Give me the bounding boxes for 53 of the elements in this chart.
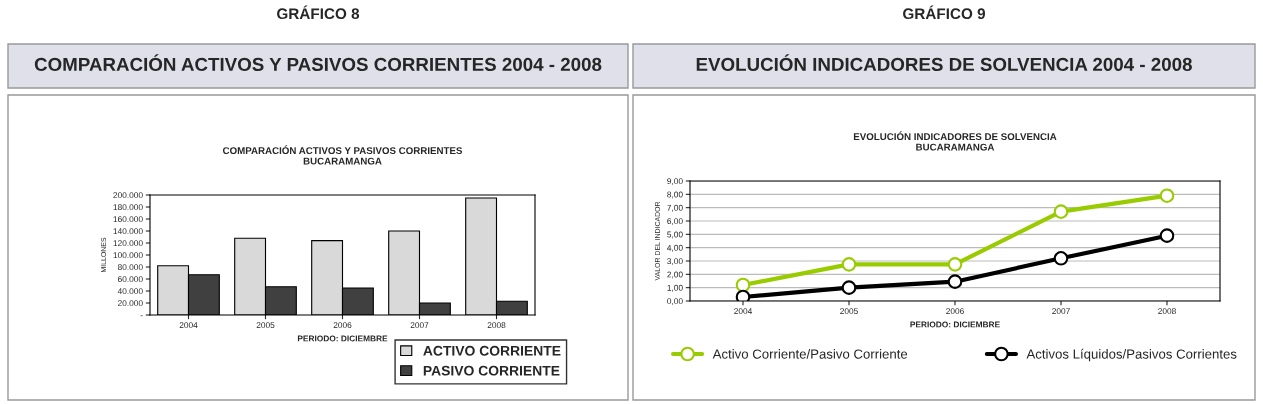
x-tick-label: 2004 — [179, 322, 198, 329]
x-axis-title: PERIODO: DICIEMBRE — [297, 335, 388, 342]
text: GRÁFICO 9 — [903, 5, 986, 20]
x-tick-label: 2005 — [256, 322, 275, 329]
point — [947, 257, 963, 272]
x-tick-label: 2008 — [487, 322, 506, 329]
chart-subtitle: COMPARACIÓN ACTIVOS Y PASIVOS CORRIENTES BUCARAMANGA — [222, 145, 463, 165]
point — [841, 257, 857, 272]
point — [1159, 228, 1175, 243]
y-tick-label: 9,00 — [667, 178, 683, 186]
point — [1159, 188, 1175, 203]
x-tick-label: 2007 — [410, 322, 429, 329]
x-tick-label: 2006 — [946, 308, 964, 315]
y-tick-label: 3,00 — [667, 258, 683, 266]
y-tick-label: 0,00 — [667, 298, 683, 306]
point — [735, 289, 751, 301]
y-tick-label: 140.000 — [113, 228, 143, 235]
text: GRÁFICO 8 — [277, 5, 360, 20]
x-tick-label: 2005 — [840, 308, 858, 315]
y-tick-label: 4,00 — [667, 244, 683, 252]
legend-label: PASIVO CORRIENTE — [423, 365, 560, 376]
x-tick-label: 2004 — [734, 308, 753, 315]
y-tick-label: 6,00 — [667, 218, 683, 226]
y-tick-label: 5,00 — [667, 231, 683, 239]
chart-title: COMPARACIÓN ACTIVOS Y PASIVOS CORRIENTES 2004 - 2008 — [34, 54, 602, 72]
y-tick-label: - — [140, 315, 143, 317]
point — [1053, 204, 1069, 219]
y-tick-label: 180.000 — [113, 204, 143, 211]
point — [947, 274, 963, 289]
x-tick-label: 2006 — [333, 322, 352, 329]
y-tick-label: 100.000 — [113, 252, 143, 259]
point — [1053, 251, 1069, 266]
point — [735, 277, 751, 293]
y-tick-label: 2,00 — [667, 271, 683, 279]
chart-subtitle: EVOLUCIÓN INDICADORES DE SOLVENCIA BUCARAMANGA — [853, 131, 1057, 151]
legend-label: Activo Corriente/Pasivo Corriente — [712, 349, 908, 359]
chart-title: EVOLUCIÓN INDICADORES DE SOLVENCIA 2004 - 2008 — [696, 54, 1192, 72]
x-tick-label: 2008 — [1158, 308, 1176, 315]
y-tick-label: 7,00 — [667, 204, 683, 212]
point — [841, 280, 857, 295]
y-tick-label: 8,00 — [667, 191, 683, 199]
y-tick-label: 160.000 — [113, 216, 143, 223]
x-tick-label: 2007 — [1052, 308, 1070, 315]
legend-label: ACTIVO CORRIENTE — [423, 345, 561, 356]
y-tick-label: 1,00 — [667, 284, 683, 292]
x-axis-title: PERIODO: DICIEMBRE — [910, 321, 1000, 328]
y-tick-label: 20.000 — [117, 300, 143, 307]
y-tick-label: 80.000 — [117, 264, 143, 271]
y-tick-label: 200.000 — [113, 192, 143, 199]
y-tick-label: 40.000 — [117, 288, 143, 295]
y-tick-label: 60.000 — [117, 276, 143, 283]
legend-label: Activos Líquidos/Pasivos Corrientes — [1026, 348, 1237, 362]
y-tick-label: 120.000 — [113, 240, 143, 247]
